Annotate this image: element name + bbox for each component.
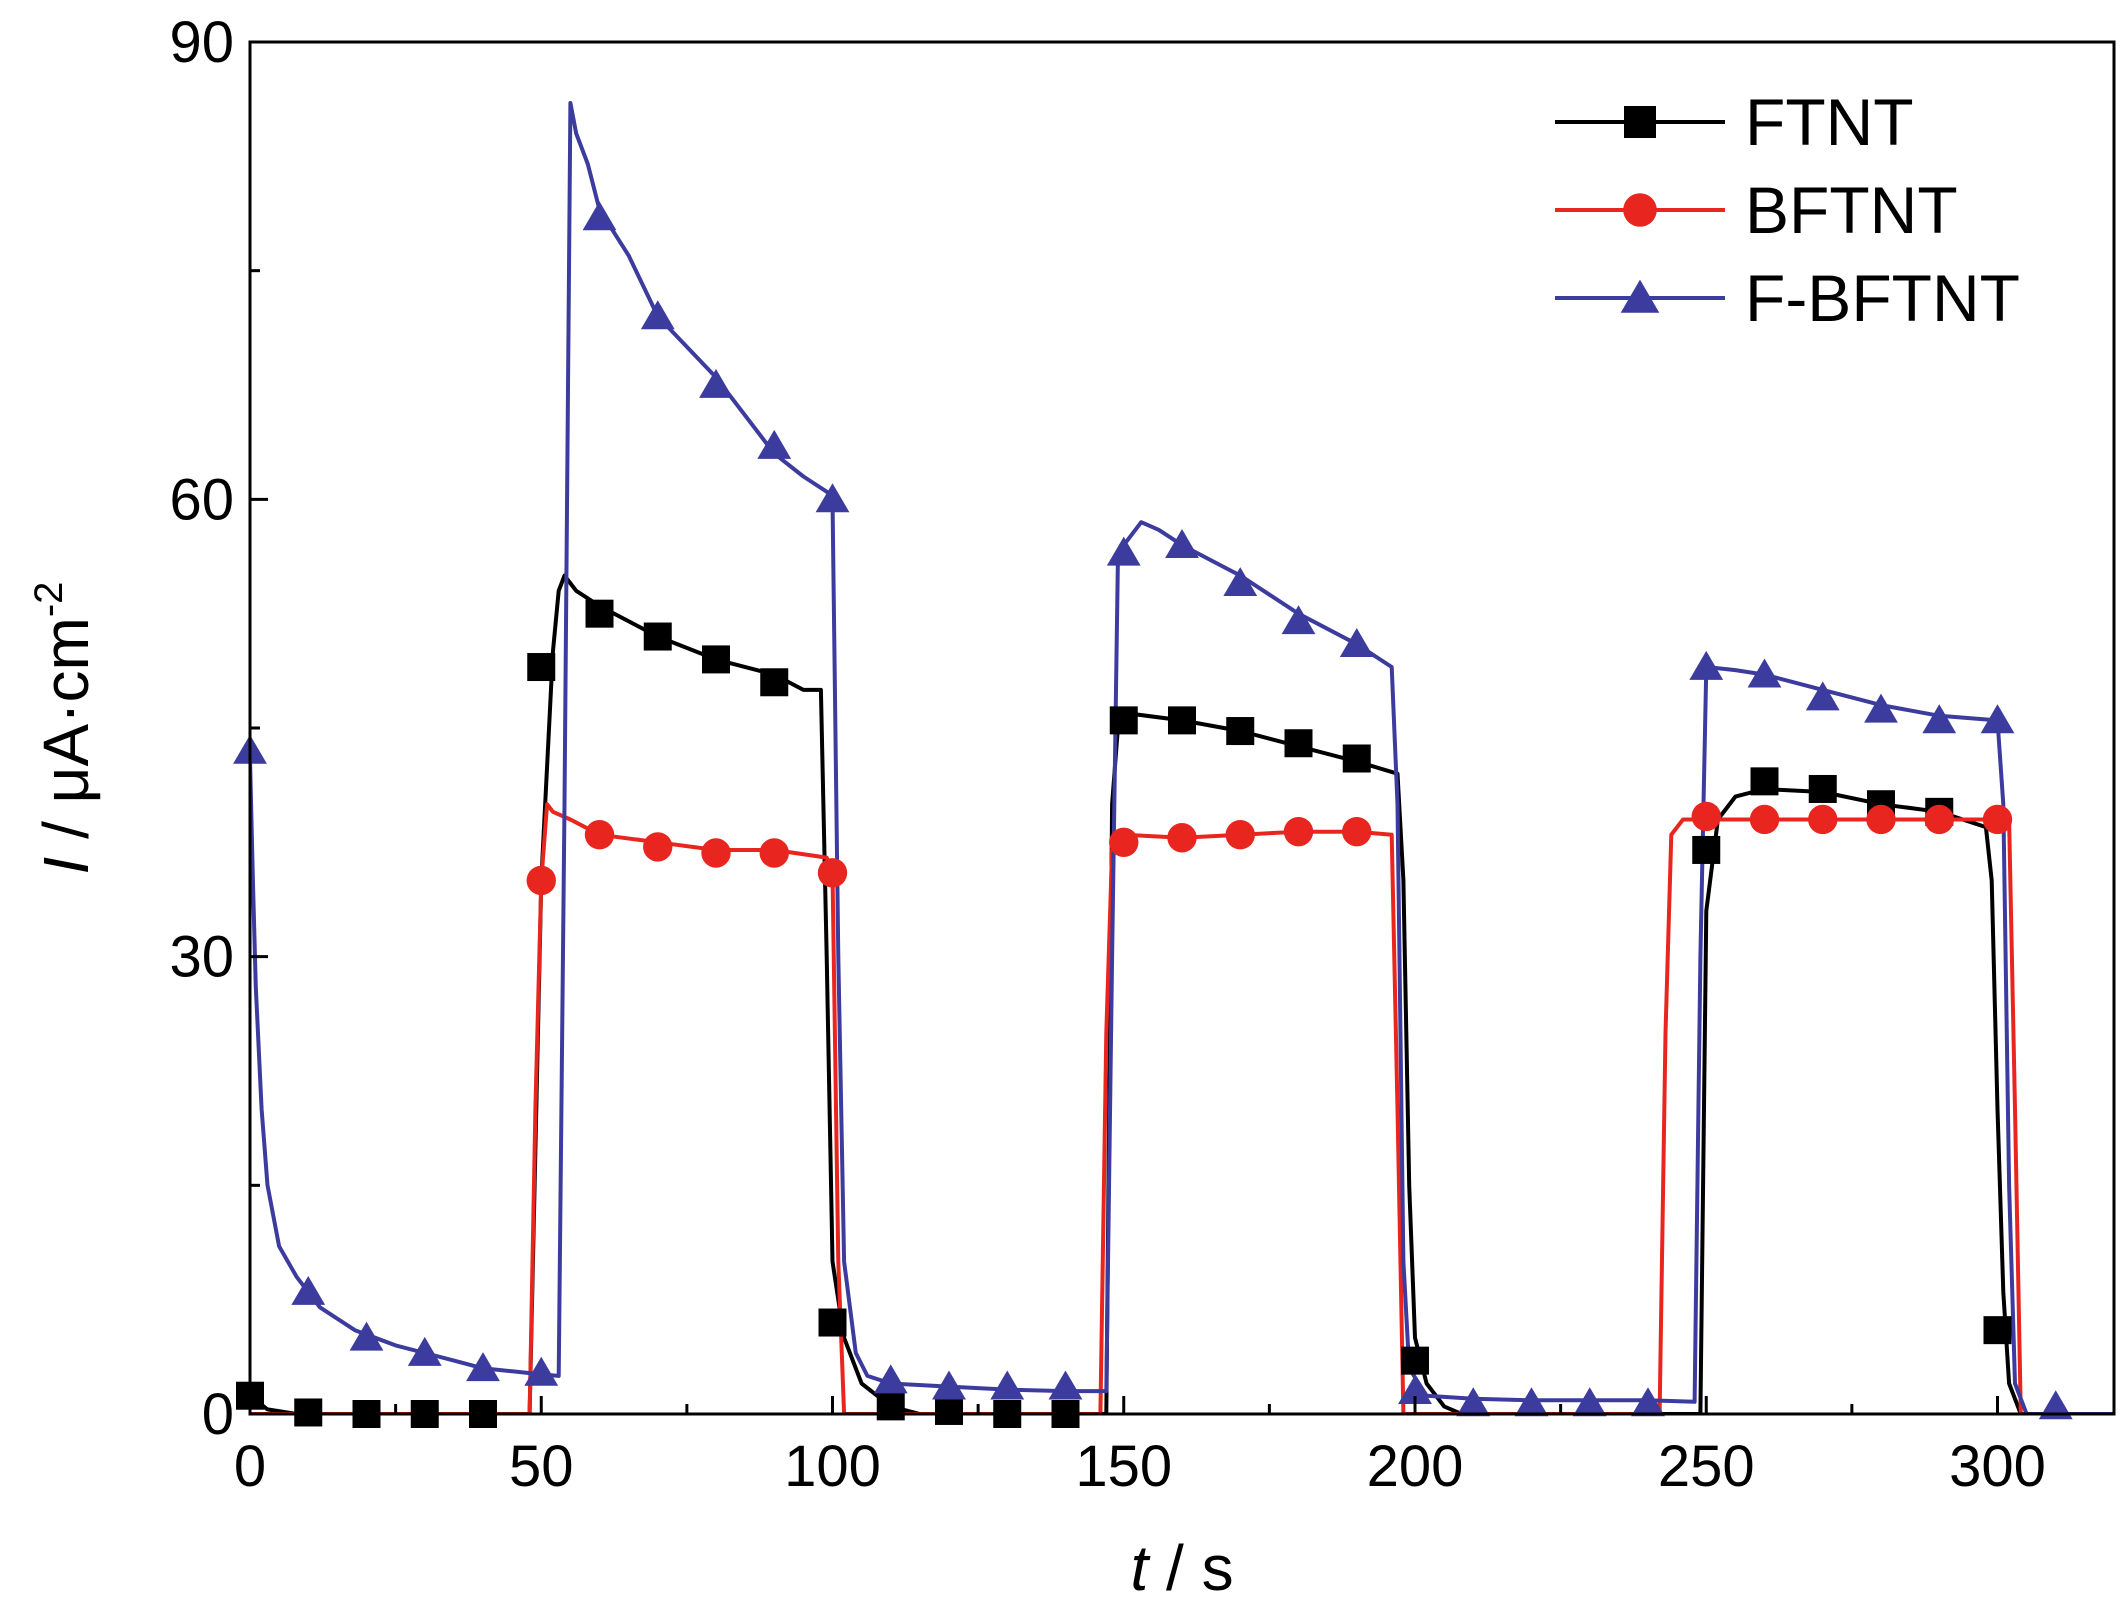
data-point-ftnt bbox=[527, 653, 556, 682]
data-point-f-bftnt bbox=[349, 1321, 384, 1351]
data-point-f-bftnt bbox=[1048, 1370, 1083, 1400]
data-point-ftnt bbox=[1342, 744, 1371, 773]
data-point-ftnt bbox=[1109, 706, 1138, 735]
x-tick-label: 0 bbox=[234, 1434, 266, 1499]
y-axis-label: I / μA·cm-2 bbox=[27, 582, 102, 875]
x-axis-variable: t bbox=[1130, 1532, 1150, 1598]
data-point-bftnt bbox=[1342, 816, 1372, 847]
legend-marker-bftnt bbox=[1623, 193, 1657, 227]
y-axis-unit-superscript: -2 bbox=[27, 582, 71, 618]
data-point-ftnt bbox=[1168, 706, 1196, 735]
legend: FTNT BFTNT F-BFTNT bbox=[1555, 85, 2020, 335]
series-line-ftnt bbox=[250, 573, 2114, 1414]
y-tick-label: 0 bbox=[202, 1382, 234, 1447]
data-point-bftnt bbox=[817, 858, 848, 888]
data-point-bftnt bbox=[1749, 804, 1780, 835]
data-point-f-bftnt bbox=[1398, 1375, 1432, 1405]
data-point-bftnt bbox=[1808, 804, 1838, 835]
data-point-bftnt bbox=[643, 832, 673, 862]
series-line-bftnt bbox=[250, 802, 2114, 1414]
data-point-ftnt bbox=[1226, 717, 1255, 746]
ticks-layer bbox=[248, 40, 1999, 1416]
data-point-f-bftnt bbox=[1339, 628, 1374, 658]
data-point-bftnt bbox=[1167, 823, 1197, 853]
data-point-f-bftnt bbox=[990, 1370, 1025, 1400]
data-point-ftnt bbox=[876, 1392, 905, 1421]
data-point-f-bftnt bbox=[1165, 528, 1199, 558]
x-axis-unit: / s bbox=[1148, 1532, 1233, 1598]
data-point-f-bftnt bbox=[815, 483, 850, 513]
data-point-f-bftnt bbox=[466, 1352, 500, 1382]
data-point-ftnt bbox=[643, 622, 672, 651]
y-tick-label: 30 bbox=[169, 925, 234, 990]
legend-label-bftnt: BFTNT bbox=[1745, 173, 1958, 247]
data-point-f-bftnt bbox=[1980, 704, 2015, 734]
tick-labels-layer: 0 50 100 150 200 250 300 0 30 60 90 bbox=[169, 10, 2045, 1499]
x-tick-label: 150 bbox=[1075, 1434, 1172, 1499]
legend-marker-f-bftnt bbox=[1620, 279, 1660, 313]
data-point-ftnt bbox=[585, 599, 614, 628]
data-point-f-bftnt bbox=[1805, 681, 1840, 711]
data-point-f-bftnt bbox=[1223, 567, 1258, 597]
data-point-f-bftnt bbox=[1864, 693, 1898, 723]
data-point-ftnt bbox=[1983, 1316, 2012, 1345]
data-point-ftnt bbox=[935, 1396, 963, 1425]
legend-marker-ftnt bbox=[1624, 106, 1656, 138]
data-point-bftnt bbox=[1982, 804, 2013, 835]
y-axis-unit: / μA·cm bbox=[30, 617, 102, 857]
data-point-f-bftnt bbox=[699, 368, 733, 398]
data-point-bftnt bbox=[701, 838, 731, 868]
data-point-f-bftnt bbox=[1106, 536, 1141, 566]
data-point-bftnt bbox=[1225, 820, 1255, 850]
data-point-ftnt bbox=[1284, 729, 1313, 758]
y-axis-variable: I bbox=[30, 856, 102, 874]
data-point-ftnt bbox=[1808, 774, 1837, 803]
legend-label-f-bftnt: F-BFTNT bbox=[1745, 261, 2020, 335]
x-tick-label: 50 bbox=[509, 1434, 574, 1499]
data-point-f-bftnt bbox=[1281, 605, 1316, 635]
data-point-f-bftnt bbox=[291, 1275, 326, 1305]
data-point-f-bftnt bbox=[1572, 1387, 1607, 1417]
data-point-bftnt bbox=[1691, 801, 1721, 832]
data-point-bftnt bbox=[1924, 804, 1954, 835]
data-point-bftnt bbox=[584, 820, 615, 850]
data-point-f-bftnt bbox=[640, 300, 675, 330]
data-point-f-bftnt bbox=[582, 201, 617, 231]
data-point-ftnt bbox=[294, 1398, 323, 1427]
data-point-f-bftnt bbox=[1922, 704, 1957, 734]
data-point-ftnt bbox=[1401, 1346, 1429, 1375]
x-tick-label: 300 bbox=[1949, 1434, 2046, 1499]
data-point-bftnt bbox=[759, 838, 789, 868]
marker-layer bbox=[233, 201, 2073, 1428]
data-point-f-bftnt bbox=[873, 1364, 908, 1394]
data-point-f-bftnt bbox=[1456, 1387, 1491, 1417]
data-point-f-bftnt bbox=[1631, 1387, 1665, 1417]
data-point-f-bftnt bbox=[407, 1336, 442, 1366]
data-point-bftnt bbox=[1109, 827, 1139, 858]
data-point-f-bftnt bbox=[757, 429, 792, 459]
data-point-f-bftnt bbox=[932, 1370, 966, 1400]
y-tick-label: 90 bbox=[169, 10, 234, 75]
data-point-ftnt bbox=[760, 668, 789, 697]
data-point-ftnt bbox=[702, 645, 730, 674]
data-point-bftnt bbox=[526, 865, 556, 896]
data-point-f-bftnt bbox=[524, 1356, 559, 1386]
data-point-bftnt bbox=[1283, 816, 1314, 847]
y-tick-label: 60 bbox=[169, 467, 234, 532]
data-point-ftnt bbox=[1750, 767, 1779, 796]
x-axis-label: t / s bbox=[1130, 1532, 1233, 1598]
x-tick-label: 200 bbox=[1367, 1434, 1464, 1499]
data-point-f-bftnt bbox=[2038, 1390, 2073, 1420]
data-point-f-bftnt bbox=[1747, 658, 1782, 688]
legend-label-ftnt: FTNT bbox=[1745, 85, 1914, 159]
data-point-f-bftnt bbox=[1514, 1387, 1549, 1417]
data-point-f-bftnt bbox=[1689, 650, 1724, 680]
x-tick-label: 250 bbox=[1658, 1434, 1755, 1499]
x-tick-label: 100 bbox=[784, 1434, 881, 1499]
data-point-ftnt bbox=[1692, 835, 1721, 864]
data-point-ftnt bbox=[818, 1308, 847, 1337]
data-point-bftnt bbox=[1866, 804, 1896, 835]
